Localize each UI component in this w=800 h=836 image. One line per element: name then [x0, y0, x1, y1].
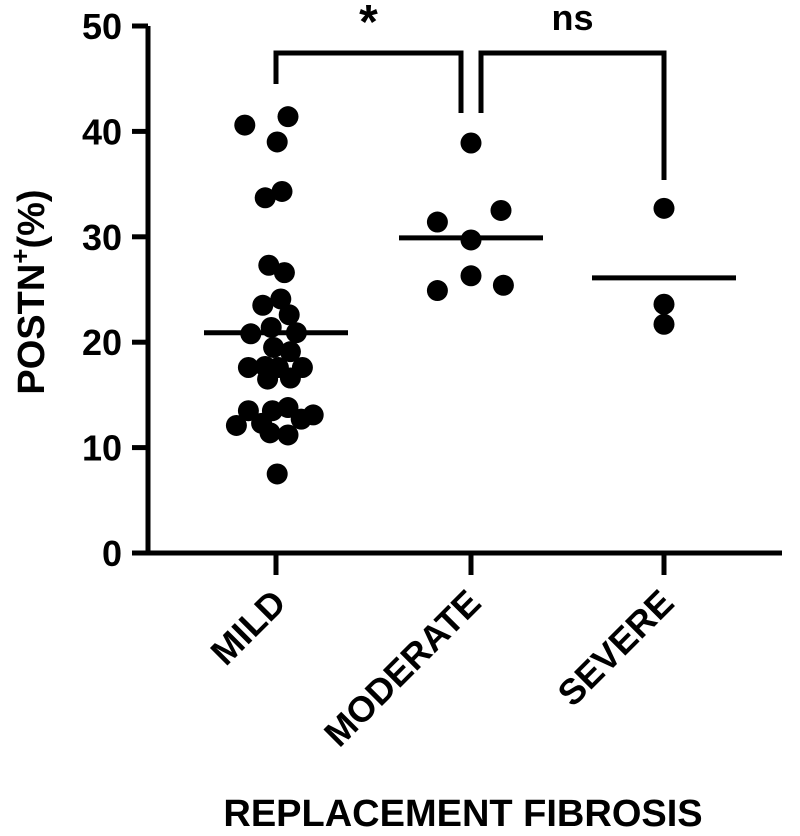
data-point	[271, 180, 293, 202]
data-point	[237, 400, 259, 422]
data-point	[266, 463, 288, 485]
data-point	[460, 132, 482, 154]
data-point	[252, 294, 274, 316]
data-point	[460, 265, 482, 287]
data-point	[234, 114, 256, 136]
significance-bracket	[273, 50, 464, 113]
data-point	[225, 414, 247, 436]
y-tick-label: 10	[82, 428, 122, 469]
y-tick-label: 0	[102, 533, 122, 574]
mean-lines	[204, 235, 736, 336]
axes	[145, 26, 782, 556]
y-axis-title-sup: +	[5, 249, 35, 264]
data-point	[266, 131, 288, 153]
data-point	[263, 336, 285, 358]
significance-bracket	[478, 50, 667, 180]
data-point	[653, 293, 675, 315]
data-point	[653, 197, 675, 219]
significance-brackets: * ns	[273, 0, 667, 180]
data-point	[426, 211, 448, 233]
data-point	[279, 341, 301, 363]
data-point	[259, 422, 281, 444]
significance-label: *	[359, 0, 378, 49]
data-point	[257, 368, 279, 390]
data-points	[225, 106, 675, 485]
data-point	[426, 280, 448, 302]
data-point	[278, 304, 300, 326]
data-point	[653, 313, 675, 335]
data-point	[492, 274, 514, 296]
x-categories: MILD MODERATE SEVERE	[202, 553, 682, 755]
y-tick-label: 40	[82, 111, 122, 152]
x-tick-label: MILD	[202, 582, 293, 673]
significance-label: ns	[551, 0, 593, 38]
data-point	[277, 424, 299, 446]
data-point	[279, 367, 301, 389]
y-axis-title-unit: (%)	[11, 189, 53, 248]
data-point	[277, 106, 299, 128]
y-ticks: 0 10 20 30 40 50	[82, 6, 148, 574]
data-point	[237, 356, 259, 378]
y-tick-label: 20	[82, 322, 122, 363]
data-point	[273, 262, 295, 284]
x-tick-label: MODERATE	[316, 582, 489, 755]
data-point	[254, 187, 276, 209]
data-point	[490, 199, 512, 221]
data-point	[258, 254, 280, 276]
y-axis-title-main: POSTN	[11, 264, 53, 395]
y-tick-label: 50	[82, 6, 122, 47]
x-axis-title: REPLACEMENT FIBROSIS	[223, 793, 702, 835]
x-tick-label: SEVERE	[549, 582, 681, 714]
y-tick-label: 30	[82, 217, 122, 258]
y-axis-title: POSTN+(%)	[5, 189, 53, 394]
data-point	[270, 288, 292, 310]
data-point	[290, 408, 312, 430]
